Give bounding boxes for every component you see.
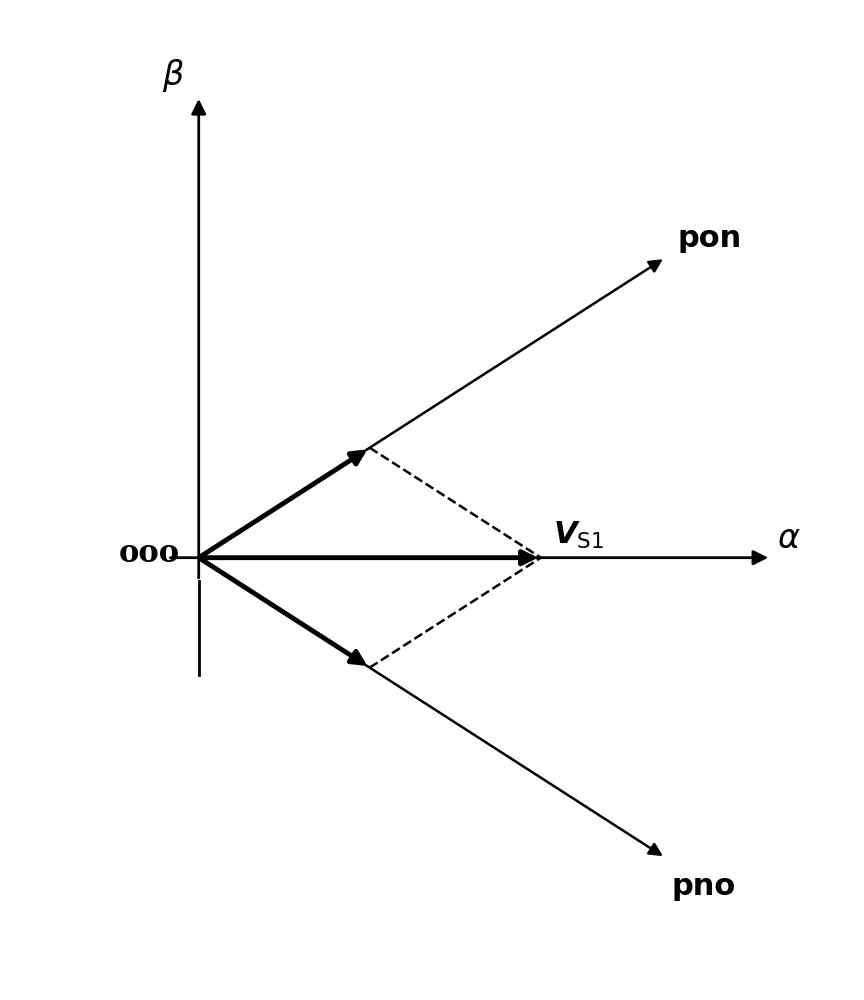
Text: ooo: ooo	[119, 538, 180, 569]
Text: pno: pno	[671, 872, 736, 901]
Text: $\boldsymbol{V}_{\mathrm{S1}}$: $\boldsymbol{V}_{\mathrm{S1}}$	[553, 520, 605, 551]
Text: α: α	[778, 522, 799, 555]
Text: β: β	[162, 59, 183, 92]
Text: pon: pon	[677, 224, 742, 253]
